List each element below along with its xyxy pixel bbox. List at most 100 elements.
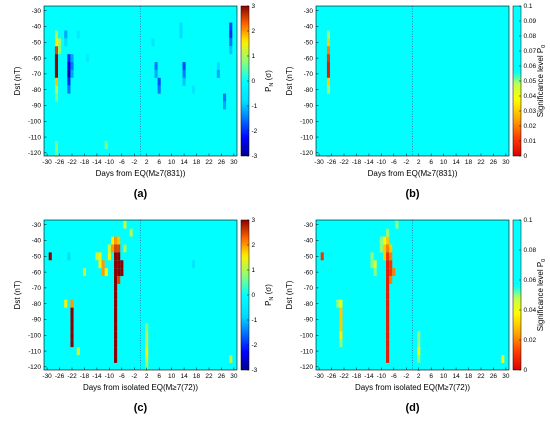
heatmap-cell (54, 85, 59, 94)
y-axis-label: Dst (nT) (285, 280, 294, 309)
heatmap-cell (145, 331, 149, 340)
x-tick-label: -26 (55, 373, 65, 380)
colorbar-tick-label: 0.05 (524, 78, 537, 85)
x-tick-label: 6 (429, 373, 433, 380)
heatmap-cell (95, 252, 99, 261)
x-tick-label: 6 (429, 159, 433, 166)
heatmap-cell (98, 260, 102, 269)
x-tick-label: -22 (339, 373, 349, 380)
heatmap-cell (145, 355, 149, 363)
panel-label: (a) (134, 188, 148, 200)
y-tick-label: -40 (32, 238, 42, 245)
heatmap-cell (386, 268, 390, 277)
x-tick-label: -14 (92, 159, 102, 166)
y-tick-label: -80 (32, 301, 42, 308)
heatmap-cell (389, 244, 393, 253)
x-tick-label: -6 (391, 373, 397, 380)
panel-c: -30 -26 -22 -18 -14 -10 -6 -2 2 6 10 14 18 22 26 30-30-… (13, 217, 275, 414)
heatmap-cell (117, 252, 121, 261)
x-tick-label: 18 (193, 159, 201, 166)
y-tick-label: -60 (32, 269, 42, 276)
heatmap-cell (101, 260, 105, 269)
heatmap-cell (330, 85, 334, 94)
x-tick-label: 14 (180, 373, 188, 380)
x-tick-label: 14 (452, 159, 460, 166)
y-tick-label: -70 (32, 285, 42, 292)
heatmap-cell (182, 77, 186, 86)
x-tick-label: 30 (502, 159, 510, 166)
heatmap-cell (107, 252, 111, 261)
heatmap-cell (182, 69, 186, 78)
heatmap-cell (114, 299, 118, 308)
x-tick-label: 26 (490, 373, 498, 380)
colorbar-tick-label: 2 (252, 242, 256, 249)
heatmap-cell (370, 260, 374, 269)
x-tick-label: -2 (403, 373, 409, 380)
x-tick-label: 22 (205, 159, 213, 166)
x-axis-label: Days from EQ(M≥7(831)) (96, 169, 186, 178)
heatmap-cell (386, 339, 390, 348)
heatmap-cell (117, 236, 121, 245)
y-tick-label: -120 (300, 364, 313, 371)
x-tick-label: -26 (327, 373, 337, 380)
heatmap-cell (86, 54, 90, 63)
heatmap-cell (179, 22, 183, 31)
x-axis-label: Days from isolated EQ(M≥7(72)) (83, 383, 198, 392)
colorbar-tick-label: 0.09 (524, 18, 537, 25)
x-tick-label: -2 (403, 159, 409, 166)
heatmap-cell (373, 268, 377, 277)
x-tick-label: 26 (218, 159, 226, 166)
x-tick-label: 10 (440, 159, 448, 166)
x-tick-label: 30 (502, 373, 510, 380)
y-tick-label: -60 (32, 55, 42, 62)
heatmap-cell (389, 260, 393, 269)
y-tick-label: -120 (300, 150, 313, 157)
y-tick-label: -120 (28, 364, 41, 371)
colorbar-tick-label: -2 (252, 128, 258, 135)
colorbar-tick-label: 0.03 (524, 108, 537, 115)
heatmap-cell (191, 85, 195, 94)
heatmap-cell (104, 268, 108, 277)
colorbar-tick-label: 0 (252, 78, 256, 85)
heatmap-cell (114, 315, 118, 324)
heatmap-cell (379, 244, 383, 253)
heatmap-cell (339, 339, 343, 348)
heatmap-cell (154, 62, 158, 70)
x-tick-label: -22 (67, 159, 77, 166)
heatmap-cell (64, 38, 68, 47)
heatmap-cell (117, 276, 121, 284)
heatmap-cell (114, 283, 118, 292)
heatmap-cell (182, 62, 186, 70)
heatmap-cell (417, 331, 421, 340)
heatmap-cell (216, 69, 220, 78)
panel-b: -30 -26 -22 -18 -14 -10 -6 -2 2 6 10 14 18 22 26 30-30-… (285, 3, 547, 200)
x-tick-label: -2 (131, 373, 137, 380)
y-tick-label: -100 (28, 332, 41, 339)
heatmap-cell (70, 62, 74, 70)
heatmap-cell (348, 347, 352, 355)
heatmap-cell (386, 236, 390, 245)
heatmap-cell (154, 69, 158, 78)
heatmap-cell (336, 291, 340, 300)
heatmap-cell (54, 77, 59, 86)
colorbar-label: Significance level P0 (536, 259, 547, 331)
y-tick-label: -80 (304, 87, 314, 94)
heatmap-cell (382, 252, 387, 261)
y-tick-label: -40 (32, 24, 42, 31)
x-tick-label: -18 (80, 373, 90, 380)
x-tick-label: 22 (477, 159, 485, 166)
heatmap-cell (386, 260, 390, 269)
heatmap-cell (114, 236, 118, 245)
panel-label: (d) (405, 402, 419, 414)
heatmap-cell (395, 244, 399, 253)
x-tick-label: -30 (42, 159, 52, 166)
heatmap-cell (70, 69, 74, 78)
x-tick-label: -18 (80, 159, 90, 166)
y-tick-label: -70 (304, 285, 314, 292)
heatmap-cell (336, 299, 340, 308)
heatmap-cell (386, 299, 390, 308)
x-tick-label: 30 (230, 159, 238, 166)
colorbar-tick-label: 0 (524, 367, 528, 374)
heatmap-cell (392, 268, 396, 277)
